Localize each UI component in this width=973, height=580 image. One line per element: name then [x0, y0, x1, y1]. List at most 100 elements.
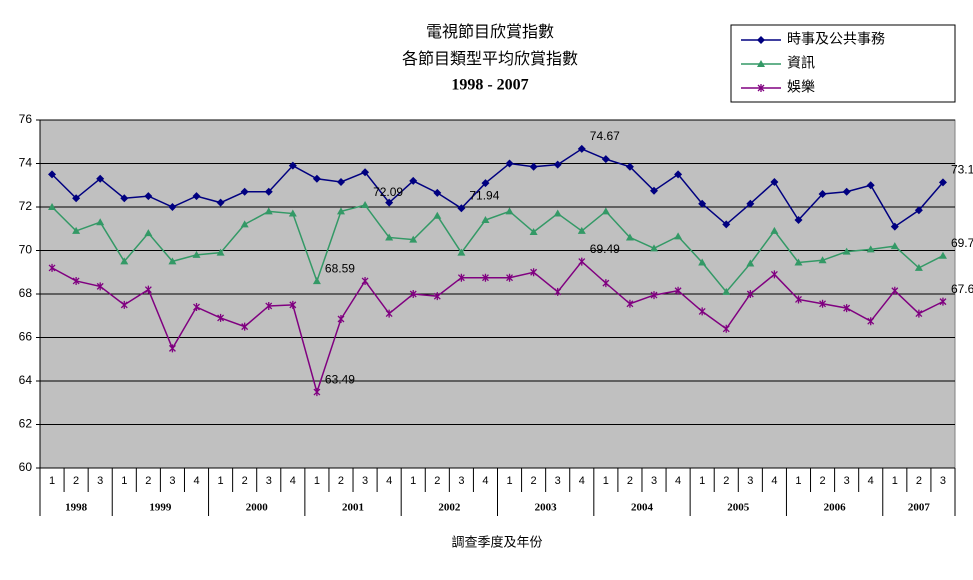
data-point — [216, 198, 225, 207]
data-point — [818, 256, 827, 264]
data-point — [72, 226, 81, 234]
chart-subtitle: 1998 - 2007 — [451, 77, 528, 94]
x-tick-label: 4 — [868, 475, 874, 487]
data-point — [336, 177, 345, 186]
data-point — [915, 309, 923, 318]
data-point — [698, 307, 706, 316]
data-point — [529, 162, 538, 171]
data-point — [506, 273, 513, 282]
x-group-label: 2001 — [342, 502, 364, 514]
data-point — [385, 309, 393, 318]
x-tick-label: 2 — [434, 475, 440, 487]
data-point — [770, 270, 778, 279]
x-tick-label: 3 — [362, 475, 368, 487]
data-point — [409, 290, 417, 298]
x-tick-label: 3 — [844, 475, 850, 487]
x-axis-title: 調查季度及年份 — [451, 534, 542, 549]
y-tick-label: 76 — [19, 112, 33, 126]
x-tick-label: 4 — [386, 475, 392, 487]
data-point — [914, 263, 923, 271]
data-point — [482, 273, 489, 282]
x-group-label: 1999 — [149, 502, 172, 514]
legend-marker — [757, 84, 765, 92]
data-point — [312, 174, 321, 183]
data-point — [770, 226, 779, 234]
data-point — [433, 211, 442, 219]
data-point — [505, 207, 514, 215]
y-tick-label: 68 — [19, 286, 33, 300]
data-point — [265, 301, 273, 310]
data-label: 69.49 — [590, 242, 620, 256]
x-tick-label: 2 — [73, 475, 79, 487]
data-point — [481, 216, 490, 224]
data-point — [891, 286, 899, 295]
data-point — [216, 248, 225, 256]
data-label: 67.65 — [951, 282, 973, 296]
data-point — [192, 192, 201, 201]
data-point — [843, 304, 851, 313]
data-point — [746, 290, 754, 298]
data-point — [144, 285, 152, 294]
data-point — [674, 170, 683, 179]
x-group-label: 2002 — [438, 502, 461, 514]
chart-title: 電視節目欣賞指數 — [426, 23, 554, 41]
x-group-label: 2004 — [631, 502, 654, 514]
data-point — [48, 263, 56, 272]
y-tick-label: 62 — [19, 417, 33, 431]
data-point — [72, 276, 80, 285]
data-point — [409, 235, 418, 243]
y-tick-label: 66 — [19, 330, 33, 344]
data-point — [698, 258, 707, 266]
x-group-label: 2007 — [908, 502, 931, 514]
data-point — [650, 291, 658, 300]
data-label: 68.59 — [325, 261, 355, 275]
x-tick-label: 3 — [458, 475, 464, 487]
data-point — [938, 178, 947, 187]
data-point — [217, 313, 225, 322]
x-tick-label: 3 — [97, 475, 103, 487]
x-tick-label: 1 — [218, 475, 224, 487]
data-point — [193, 303, 200, 312]
data-point — [120, 194, 129, 203]
data-point — [505, 159, 514, 168]
data-point — [481, 179, 490, 188]
data-point — [530, 268, 538, 277]
data-point — [819, 299, 827, 308]
data-point — [240, 220, 249, 228]
data-point — [337, 315, 345, 324]
data-point — [144, 192, 153, 201]
data-label: 73.13 — [951, 163, 973, 177]
data-point — [553, 209, 562, 217]
y-tick-label: 70 — [19, 243, 33, 257]
x-tick-label: 2 — [145, 475, 151, 487]
data-point — [168, 344, 176, 353]
x-tick-label: 3 — [266, 475, 272, 487]
x-group-label: 2005 — [727, 502, 750, 514]
x-tick-label: 3 — [651, 475, 657, 487]
x-tick-label: 2 — [627, 475, 633, 487]
data-point — [240, 187, 249, 196]
data-point — [914, 206, 923, 215]
x-tick-label: 1 — [410, 475, 416, 487]
x-tick-label: 1 — [699, 475, 705, 487]
data-point — [938, 251, 947, 259]
data-point — [336, 207, 345, 215]
data-point — [433, 292, 441, 301]
data-point — [794, 258, 803, 266]
data-point — [385, 198, 394, 207]
data-label: 72.09 — [373, 185, 403, 199]
data-point — [529, 228, 538, 236]
x-tick-label: 2 — [916, 475, 922, 487]
data-point — [626, 299, 634, 308]
data-point — [96, 218, 105, 226]
x-tick-label: 2 — [338, 475, 344, 487]
data-point — [842, 187, 851, 196]
x-tick-label: 4 — [482, 475, 488, 487]
data-point — [795, 295, 802, 304]
data-point — [770, 177, 779, 186]
data-point — [602, 279, 610, 288]
data-point — [120, 257, 129, 265]
x-tick-label: 1 — [121, 475, 127, 487]
data-point — [866, 245, 875, 253]
